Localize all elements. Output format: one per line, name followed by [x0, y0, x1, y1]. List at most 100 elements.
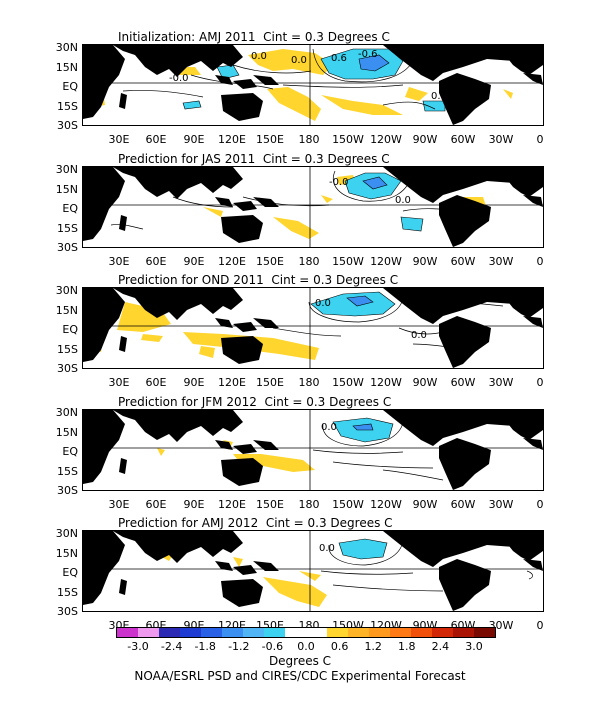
landmass [523, 73, 543, 85]
latitude-label: 15S [57, 100, 78, 113]
contour-line [382, 101, 436, 110]
contour-line [333, 170, 412, 202]
panel-title: Prediction for AMJ 2012 Cint = 0.3 Degre… [118, 516, 393, 530]
map-canvas: 0.0 -0.0 0.0 [83, 167, 543, 247]
latitude-label: 15S [57, 465, 78, 478]
contour-line [328, 540, 404, 566]
colorbar [116, 627, 496, 638]
landmass [119, 215, 127, 231]
map-canvas: 0.0 0.6 -0.6 0.0 -0.0 0.6 [83, 45, 543, 125]
contour-line [332, 461, 434, 469]
longitude-label: 30E [108, 255, 130, 268]
colorbar-swatch [411, 628, 432, 637]
landmass [83, 288, 125, 362]
longitude-label: 30W [488, 498, 514, 511]
longitude-label: 60E [145, 133, 167, 146]
colorbar-tick-label: -3.0 [127, 640, 149, 653]
landmass [221, 215, 263, 243]
landmass [83, 410, 125, 484]
contour-line [282, 84, 404, 88]
colorbar-swatch [285, 628, 306, 637]
landmass [523, 195, 543, 207]
warm-anomaly-region [203, 207, 223, 217]
strong-cool-anomaly-region [362, 176, 388, 190]
colorbar-swatch [243, 628, 264, 637]
longitude-label: 180 [298, 255, 320, 268]
landmass [113, 531, 243, 563]
contour-line [382, 469, 444, 481]
warm-anomaly-region [141, 334, 163, 342]
cool-anomaly-region [182, 100, 202, 110]
longitude-label: 120W [370, 255, 402, 268]
landmass [119, 579, 127, 595]
landmass [113, 45, 243, 77]
longitude-label: 0 [536, 376, 544, 389]
landmass [233, 201, 257, 211]
contour-line [312, 48, 414, 83]
latitude-label: 30N [55, 284, 78, 297]
latitude-label: 15N [55, 61, 78, 74]
landmass [439, 438, 491, 490]
landmass [383, 288, 543, 324]
colorbar-swatch [117, 628, 138, 637]
colorbar-tick-label: 1.8 [398, 640, 416, 653]
longitude-label: 30W [488, 376, 514, 389]
contour-line [312, 449, 404, 454]
latitude-label: 15N [55, 304, 78, 317]
warm-anomaly-region [157, 448, 165, 456]
landmass [383, 531, 543, 567]
landmass [523, 316, 543, 328]
latitude-label: 15N [55, 426, 78, 439]
colorbar-swatch [453, 628, 474, 637]
landmass [113, 410, 243, 442]
cool-anomaly-region [400, 216, 424, 232]
latitude-label: 15N [55, 547, 78, 560]
contour-label: -0.0 [169, 73, 189, 84]
landmass [233, 79, 257, 89]
colorbar-swatch [222, 628, 243, 637]
landmass [253, 75, 279, 85]
latitude-label: 30S [57, 605, 78, 618]
colorbar-tick-label: -2.4 [160, 640, 183, 653]
contour-label: -0.0 [329, 177, 349, 188]
colorbar-tick-label: 3.0 [465, 640, 483, 653]
longitude-label: 90W [412, 498, 438, 511]
longitude-label: 90E [183, 376, 205, 389]
latitude-label: EQ [62, 445, 78, 458]
landmass [113, 288, 243, 320]
landmass [215, 440, 233, 450]
landmass [383, 410, 543, 446]
longitude-label: 90E [183, 255, 205, 268]
contour-line [322, 421, 404, 447]
landmass [221, 336, 263, 364]
colorbar-swatch [474, 628, 495, 637]
longitude-label: 120E [218, 133, 246, 146]
warm-anomaly-region [503, 89, 513, 99]
colorbar-tick-label: -1.8 [194, 640, 216, 653]
contour-label: 0.0 [437, 294, 453, 305]
colorbar-tick-label: 0.0 [297, 640, 315, 653]
forecast-panel-5: Prediction for AMJ 2012 Cint = 0.3 Degre… [0, 516, 600, 638]
landmass [523, 438, 543, 450]
longitude-label: 150E [256, 133, 284, 146]
longitude-label: 60W [450, 376, 476, 389]
forecast-panel-4: Prediction for JFM 2012 Cint = 0.3 Degre… [0, 395, 600, 517]
warm-anomaly-region [233, 557, 243, 567]
sst-anomaly-map: 0.0 [82, 530, 544, 612]
landmass [523, 559, 543, 571]
sst-anomaly-map: 0.0 0.6 -0.6 0.0 -0.0 0.6 [82, 44, 544, 126]
longitude-label: 150E [256, 498, 284, 511]
landmass [383, 45, 543, 81]
longitude-label: 180 [298, 498, 320, 511]
contour-line [308, 297, 404, 323]
sst-anomaly-map: 0.0 -0.0 0.0 [82, 166, 544, 248]
latitude-label: 30S [57, 241, 78, 254]
longitude-label: 0 [536, 133, 544, 146]
contour-line [320, 570, 414, 575]
latitude-label: EQ [62, 202, 78, 215]
landmass [253, 561, 279, 571]
sst-anomaly-map: 0.0 [82, 409, 544, 491]
map-canvas: 0.0 0.0 0.0 [83, 288, 543, 368]
latitude-label: 30S [57, 119, 78, 132]
contour-line [272, 327, 342, 337]
